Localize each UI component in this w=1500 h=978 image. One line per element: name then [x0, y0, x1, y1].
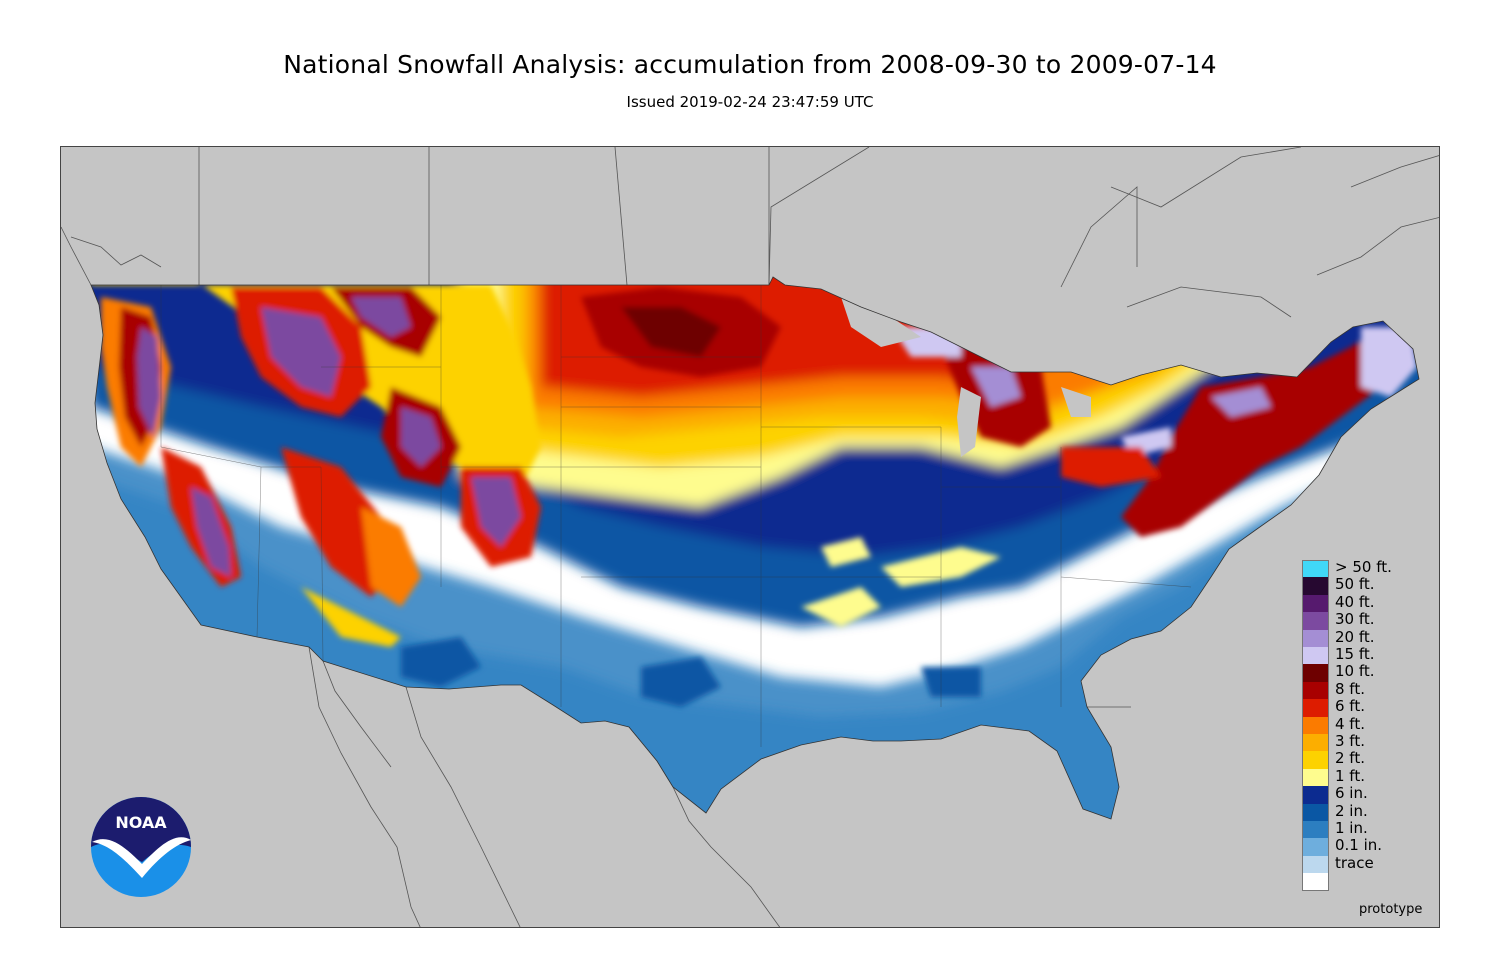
legend-item: 20 ft.	[1302, 627, 1412, 647]
legend-label: 8 ft.	[1335, 679, 1365, 698]
legend-item: 6 ft.	[1302, 697, 1412, 717]
legend-swatch	[1302, 803, 1329, 821]
legend-swatch	[1302, 560, 1329, 578]
legend-swatch	[1302, 768, 1329, 787]
legend-swatch	[1302, 612, 1329, 630]
legend-swatch	[1302, 664, 1329, 682]
legend-label: trace	[1335, 853, 1374, 872]
legend-swatch	[1302, 838, 1329, 856]
us-outline	[90, 276, 1420, 820]
map-canvas	[61, 147, 1439, 927]
legend-swatch	[1302, 716, 1329, 734]
noaa-logo-icon: NOAA	[91, 797, 191, 897]
legend-swatch	[1302, 629, 1329, 647]
legend-swatch	[1302, 751, 1329, 769]
snowfall-map	[60, 146, 1440, 928]
legend-item: 15 ft.	[1302, 645, 1412, 665]
legend-swatch	[1302, 734, 1329, 752]
legend-swatch	[1302, 786, 1329, 804]
legend-none-swatch	[1302, 873, 1412, 891]
legend-label: 10 ft.	[1335, 662, 1375, 681]
legend-item: 2 in.	[1302, 801, 1412, 821]
legend-item: 1 ft.	[1302, 766, 1412, 787]
legend-label: 2 in.	[1335, 801, 1368, 820]
legend-swatch	[1302, 647, 1329, 665]
legend-label: 0.1 in.	[1335, 836, 1383, 855]
legend-item: 6 in.	[1302, 784, 1412, 804]
issued-timestamp: Issued 2019-02-24 23:47:59 UTC	[626, 93, 874, 111]
legend-label: 6 ft.	[1335, 697, 1365, 716]
legend-label: 1 in.	[1335, 819, 1368, 837]
legend-item: 30 ft.	[1302, 610, 1412, 630]
legend-label: 3 ft.	[1335, 732, 1365, 750]
map-title: National Snowfall Analysis: accumulation…	[283, 50, 1217, 79]
legend-label: 20 ft.	[1335, 627, 1375, 646]
legend-swatch	[1302, 873, 1329, 891]
legend-item: 40 ft.	[1302, 592, 1412, 613]
legend-swatch	[1302, 594, 1329, 613]
state-lines	[160, 285, 1192, 747]
legend-item: 2 ft.	[1302, 749, 1412, 769]
legend-label: 6 in.	[1335, 784, 1368, 803]
legend-label: 50 ft.	[1335, 575, 1375, 594]
legend-label: 40 ft.	[1335, 592, 1375, 611]
prototype-label: prototype	[1359, 902, 1423, 917]
legend-swatch	[1302, 821, 1329, 839]
legend-swatch	[1302, 681, 1329, 700]
legend-label: 4 ft.	[1335, 714, 1365, 733]
legend-item: > 50 ft.	[1302, 558, 1412, 578]
boundary-lines	[61, 147, 1439, 927]
legend-item: 3 ft.	[1302, 732, 1412, 752]
legend-item: trace	[1302, 853, 1412, 874]
legend-label: > 50 ft.	[1335, 558, 1392, 576]
legend-item: 4 ft.	[1302, 714, 1412, 734]
legend-label: 15 ft.	[1335, 645, 1375, 663]
legend-item: 10 ft.	[1302, 662, 1412, 682]
legend-item: 1 in.	[1302, 819, 1412, 839]
legend-item: 50 ft.	[1302, 575, 1412, 595]
legend-label: 2 ft.	[1335, 749, 1365, 768]
legend-swatch	[1302, 855, 1329, 874]
legend-item: 8 ft.	[1302, 679, 1412, 700]
noaa-logo-text: NOAA	[115, 813, 167, 832]
legend-label: 1 ft.	[1335, 766, 1365, 785]
legend-swatch	[1302, 577, 1329, 595]
legend-label: 30 ft.	[1335, 610, 1375, 629]
legend-swatch	[1302, 699, 1329, 717]
legend-item: 0.1 in.	[1302, 836, 1412, 856]
